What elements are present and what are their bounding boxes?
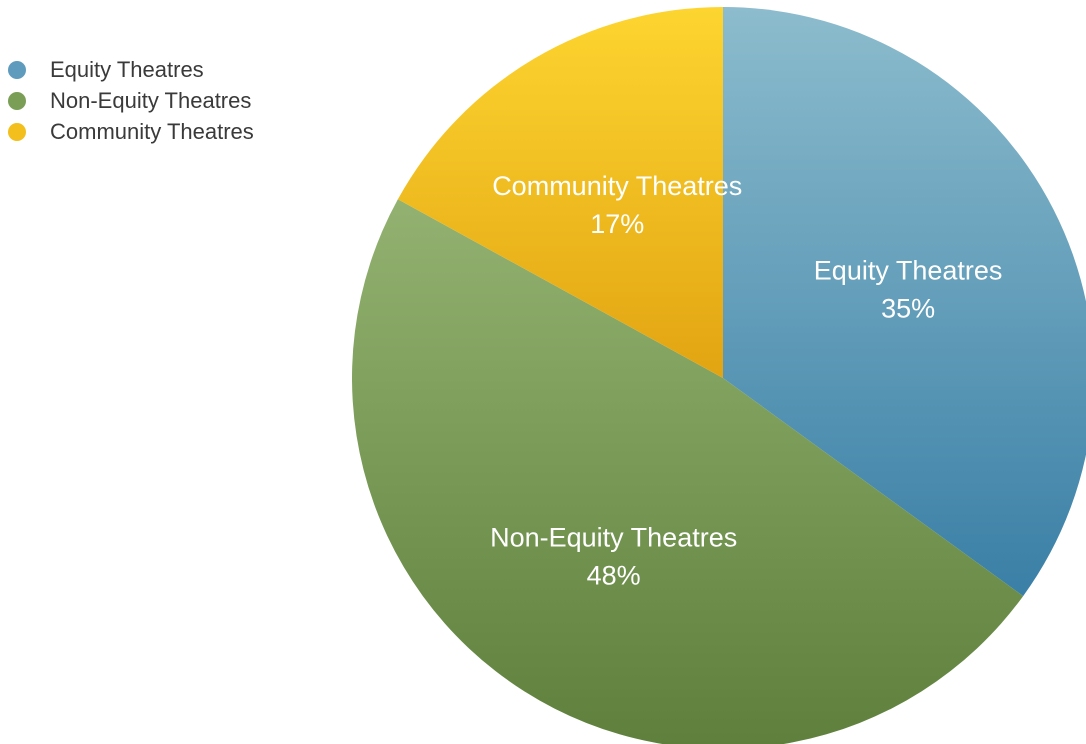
slice-value-label: 17%: [590, 209, 644, 239]
legend-item-non-equity-theatres: Non-Equity Theatres: [8, 85, 254, 116]
legend-swatch: [8, 122, 26, 141]
pie-slice-equity-theatres: [723, 7, 1086, 597]
slice-value-label: 35%: [881, 294, 935, 324]
slice-category-label: Equity Theatres: [814, 256, 1003, 286]
legend-label: Equity Theatres: [50, 56, 204, 82]
legend-swatch: [8, 60, 26, 79]
slice-category-label: Community Theatres: [492, 171, 742, 201]
legend-label: Non-Equity Theatres: [50, 87, 252, 113]
legend-item-community-theatres: Community Theatres: [8, 116, 254, 147]
legend-item-equity-theatres: Equity Theatres: [8, 54, 254, 85]
slice-category-label: Non-Equity Theatres: [490, 522, 737, 552]
legend-label: Community Theatres: [50, 118, 254, 144]
pie-slice-non-equity-theatres: [352, 199, 1024, 744]
pie-slice-community-theatres: [397, 7, 723, 378]
legend: Equity Theatres Non-Equity Theatres Comm…: [8, 54, 254, 147]
slice-value-label: 48%: [587, 560, 641, 590]
legend-swatch: [8, 91, 26, 110]
